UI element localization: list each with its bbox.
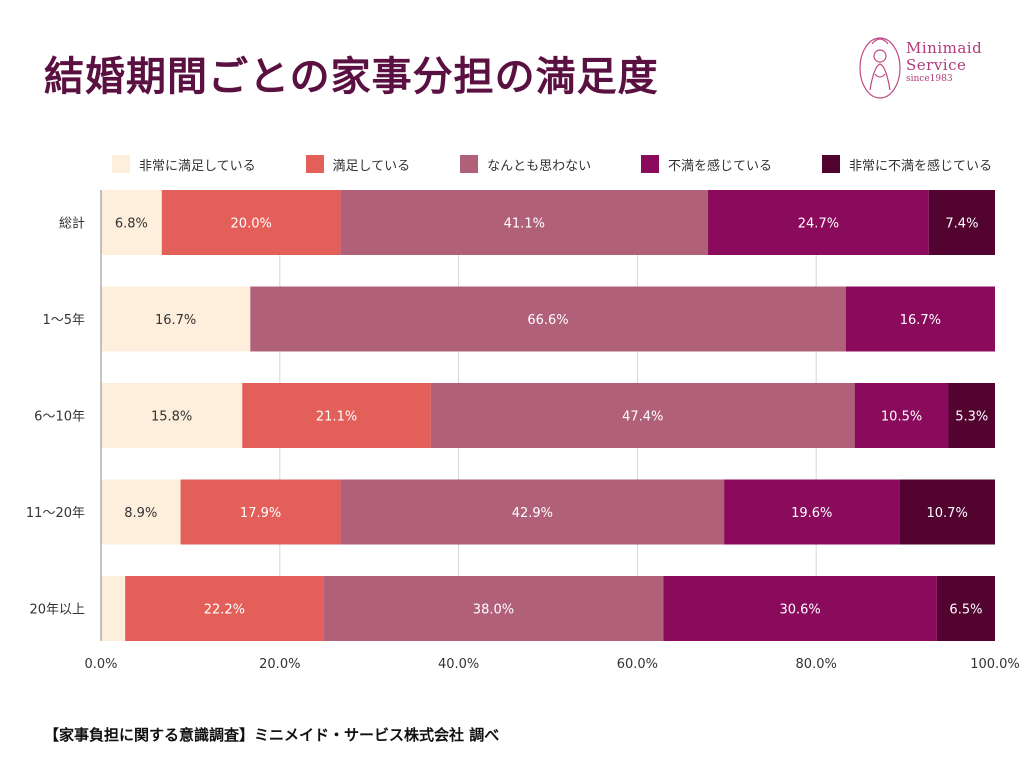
bar-segment — [340, 479, 725, 545]
source-note: 【家事負担に関する意識調査】ミニメイド・サービス株式会社 調べ — [44, 726, 500, 744]
legend-item: なんとも思わない — [460, 155, 591, 174]
bar-segment — [242, 383, 431, 448]
legend-swatch — [641, 155, 660, 173]
data-label: 22.2% — [204, 603, 245, 618]
data-label: 30.6% — [779, 603, 820, 618]
data-label: 38.0% — [473, 603, 514, 618]
data-label: 7.4% — [945, 217, 978, 232]
x-tick-label: 0.0% — [84, 657, 117, 672]
x-tick-label: 20.0% — [259, 657, 300, 672]
data-label: 17.9% — [240, 506, 281, 521]
logo-wordmark: Minimaid Service since1983 — [906, 40, 982, 85]
data-label: 5.3% — [955, 410, 988, 425]
x-tick-label: 60.0% — [617, 657, 658, 672]
legend-swatch — [821, 155, 840, 173]
legend-label: 非常に満足している — [139, 158, 256, 174]
data-label: 41.1% — [504, 217, 545, 232]
bar-segment — [928, 190, 995, 255]
category-label: 1〜5年 — [42, 313, 85, 328]
data-label: 15.8% — [151, 410, 192, 425]
bar-segment — [724, 479, 900, 545]
data-label: 16.7% — [155, 313, 196, 328]
bar-segment — [101, 190, 162, 255]
legend-item: 非常に不満を感じている — [821, 155, 992, 174]
page-title: 結婚期間ごとの家事分担の満足度 — [44, 54, 659, 100]
bar-segment — [708, 190, 929, 255]
bar-segment — [948, 383, 995, 448]
legend-item: 非常に満足している — [112, 155, 256, 174]
bar-segment — [101, 479, 181, 545]
logo-line-1: Minimaid — [906, 39, 983, 57]
bar-segment — [101, 576, 126, 641]
bar-segment — [854, 383, 949, 448]
x-tick-label: 80.0% — [796, 657, 837, 672]
category-label: 11〜20年 — [26, 506, 85, 521]
data-label: 6.8% — [115, 217, 148, 232]
logo-line-2: Service — [906, 55, 967, 74]
data-label: 16.7% — [900, 313, 941, 328]
legend-swatch — [460, 155, 479, 173]
data-label: 47.4% — [622, 410, 663, 425]
data-label: 10.7% — [927, 506, 968, 521]
bar-segment — [180, 479, 341, 545]
data-label: 21.1% — [316, 410, 357, 425]
bar-segment — [340, 190, 709, 255]
maid-logo-icon — [859, 37, 901, 99]
legend-label: なんとも思わない — [487, 158, 592, 174]
legend-label: 満足している — [332, 158, 411, 174]
bar-segment — [899, 479, 995, 545]
brand-logo: Minimaid Service since1983 — [856, 30, 1006, 102]
stacked-bar-chart: 6.8% 20.0% 41.1% 24.7% 7.4% 総計 16.7% 66.6% 16.7%… — [26, 190, 1020, 672]
bar-segment — [101, 286, 251, 352]
bar-segment — [663, 576, 937, 641]
x-tick-label: 100.0% — [970, 657, 1020, 672]
legend-item: 満足している — [305, 155, 411, 174]
bar-segment — [845, 286, 995, 352]
bar-segment — [323, 576, 664, 641]
data-label: 19.6% — [791, 506, 832, 521]
data-label: 10.5% — [881, 410, 922, 425]
bar-segment — [936, 576, 995, 641]
legend-label: 非常に不満を感じている — [848, 158, 992, 174]
legend-swatch — [305, 155, 324, 173]
logo-line-3: since1983 — [906, 74, 953, 84]
category-label: 20年以上 — [29, 603, 85, 618]
x-tick-label: 40.0% — [438, 657, 479, 672]
bar-segment — [430, 383, 855, 448]
bar-segment — [125, 576, 324, 641]
bar-segment — [101, 383, 243, 448]
category-label: 6〜10年 — [34, 410, 85, 425]
data-label: 42.9% — [512, 506, 553, 521]
data-label: 8.9% — [124, 506, 157, 521]
chart-legend: 非常に満足している 満足している なんとも思わない 不満を感じている 非常に不満… — [112, 154, 992, 174]
legend-label: 不満を感じている — [668, 158, 773, 174]
bar-segment — [161, 190, 341, 255]
category-label: 総計 — [59, 216, 85, 232]
legend-swatch — [112, 155, 130, 173]
legend-item: 不満を感じている — [641, 155, 772, 174]
data-label: 20.0% — [231, 217, 272, 232]
bar-segment — [250, 286, 846, 352]
data-label: 6.5% — [949, 603, 982, 618]
data-label: 66.6% — [527, 313, 568, 328]
data-label: 24.7% — [798, 217, 839, 232]
